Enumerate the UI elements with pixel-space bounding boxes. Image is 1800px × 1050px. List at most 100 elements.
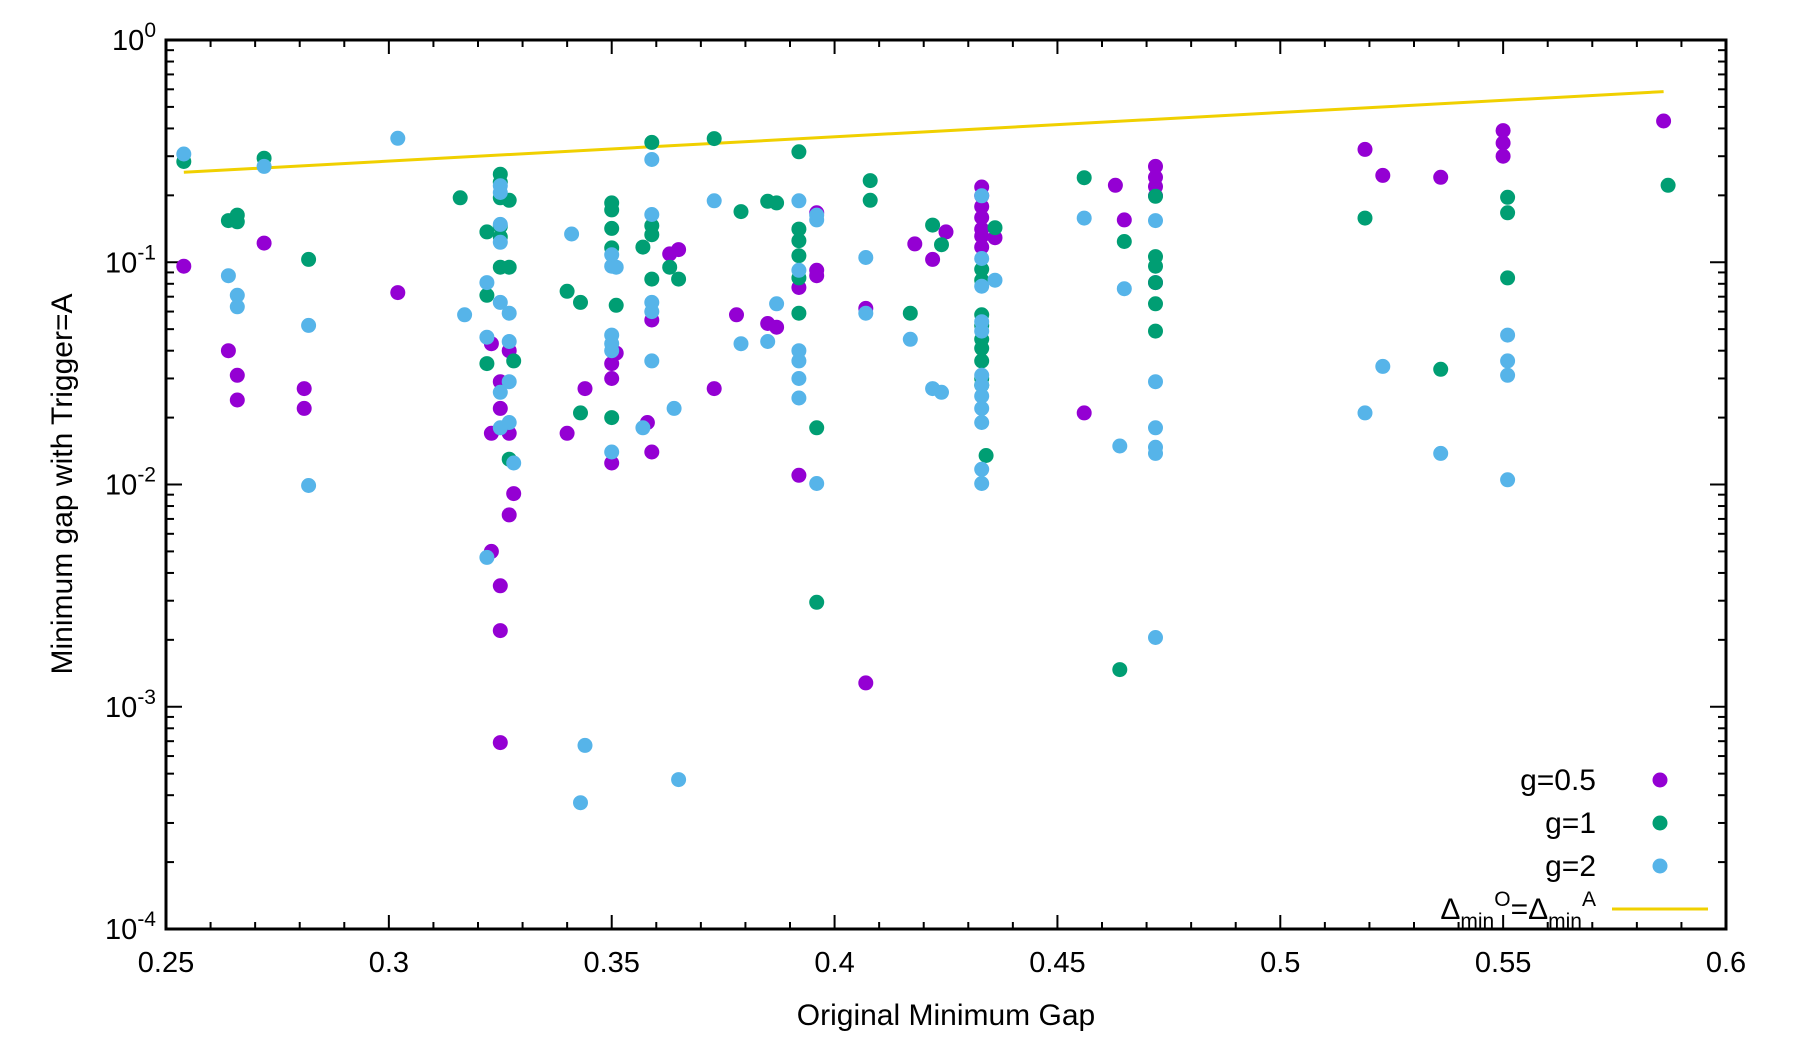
data-point	[1148, 258, 1163, 274]
data-point	[176, 258, 192, 274]
data-point	[604, 343, 620, 359]
data-point	[256, 158, 272, 174]
data-point	[501, 374, 517, 390]
data-point	[925, 251, 941, 267]
data-point	[1500, 327, 1516, 343]
data-point	[559, 425, 575, 441]
data-point	[974, 323, 990, 339]
data-point	[974, 400, 990, 416]
data-point	[733, 336, 749, 352]
data-point	[974, 239, 990, 255]
data-point	[564, 226, 580, 242]
data-point	[1076, 170, 1092, 186]
data-point	[452, 190, 468, 206]
data-point	[729, 307, 744, 323]
data-point	[229, 214, 245, 230]
data-point	[220, 343, 236, 359]
data-point	[938, 224, 954, 240]
legend-marker	[1652, 815, 1668, 831]
data-point	[925, 217, 941, 233]
data-point	[390, 285, 406, 301]
data-point	[974, 278, 990, 294]
x-tick-labels: 0.25 0.3 0.35 0.4 0.45 0.5 0.55 0.6	[138, 947, 1746, 979]
data-point	[1148, 188, 1163, 204]
data-point	[974, 415, 990, 430]
data-point	[974, 340, 990, 356]
data-point	[791, 248, 807, 264]
data-point	[974, 210, 990, 225]
x-tick-label: 0.45	[1029, 947, 1085, 979]
data-point	[229, 299, 245, 315]
data-point	[492, 234, 508, 250]
legend-label: g=2	[1545, 850, 1596, 883]
data-point	[301, 251, 317, 267]
data-point	[644, 444, 660, 460]
x-axis-label: Original Minimum Gap	[797, 999, 1095, 1032]
x-tick-label: 0.35	[583, 947, 639, 979]
data-point	[501, 507, 517, 523]
data-point	[479, 329, 495, 345]
data-point	[296, 381, 312, 397]
y-tick-label: 10-1	[105, 241, 156, 279]
data-point	[862, 173, 878, 189]
data-point	[974, 388, 990, 404]
data-point	[671, 271, 687, 287]
data-point	[1148, 158, 1163, 174]
data-point	[604, 202, 620, 218]
y-tick-label: 10-3	[105, 686, 156, 724]
data-point	[671, 242, 687, 258]
data-point	[791, 467, 807, 483]
data-point	[229, 367, 245, 383]
reference-line	[183, 90, 1664, 174]
legend-marker	[1652, 772, 1668, 788]
data-point	[644, 134, 660, 150]
data-point	[220, 268, 236, 284]
reference-line-group	[183, 90, 1664, 174]
data-point	[1500, 472, 1516, 488]
data-point	[644, 304, 660, 320]
data-point	[506, 486, 522, 502]
data-point	[974, 199, 990, 215]
data-point	[256, 235, 272, 251]
data-point	[479, 275, 495, 291]
data-point	[1500, 353, 1516, 369]
data-point	[791, 221, 807, 237]
data-point	[644, 353, 660, 369]
data-point	[1357, 210, 1373, 226]
data-point	[506, 455, 522, 471]
data-point	[635, 239, 651, 255]
data-point	[1357, 405, 1373, 421]
data-point	[1500, 270, 1516, 286]
data-point	[1375, 358, 1391, 374]
data-point	[791, 353, 807, 369]
data-point	[501, 305, 517, 321]
data-point	[479, 356, 495, 372]
legend-label-reference: ΔminO=ΔminA	[1440, 888, 1596, 933]
legend-label: g=1	[1545, 807, 1596, 840]
data-point	[390, 130, 406, 146]
data-point	[492, 294, 508, 310]
data-point	[809, 268, 825, 284]
data-point	[733, 204, 749, 220]
data-point	[760, 334, 776, 349]
data-point	[791, 262, 807, 278]
data-point	[1500, 189, 1516, 205]
data-point	[1495, 135, 1511, 151]
data-point	[858, 250, 874, 265]
data-point	[769, 296, 785, 312]
data-point	[506, 353, 522, 369]
data-point	[1375, 167, 1391, 183]
data-point	[1433, 361, 1449, 377]
data-point	[492, 185, 508, 200]
data-point	[706, 381, 722, 397]
data-point	[492, 216, 508, 232]
data-point	[604, 455, 620, 471]
data-point	[974, 461, 990, 477]
data-point	[1148, 296, 1163, 312]
y-tick-label: 10-4	[105, 908, 156, 946]
data-point	[1112, 438, 1128, 454]
data-point	[501, 334, 517, 349]
data-point	[978, 448, 994, 463]
data-point	[577, 737, 593, 753]
data-point	[1116, 212, 1132, 228]
